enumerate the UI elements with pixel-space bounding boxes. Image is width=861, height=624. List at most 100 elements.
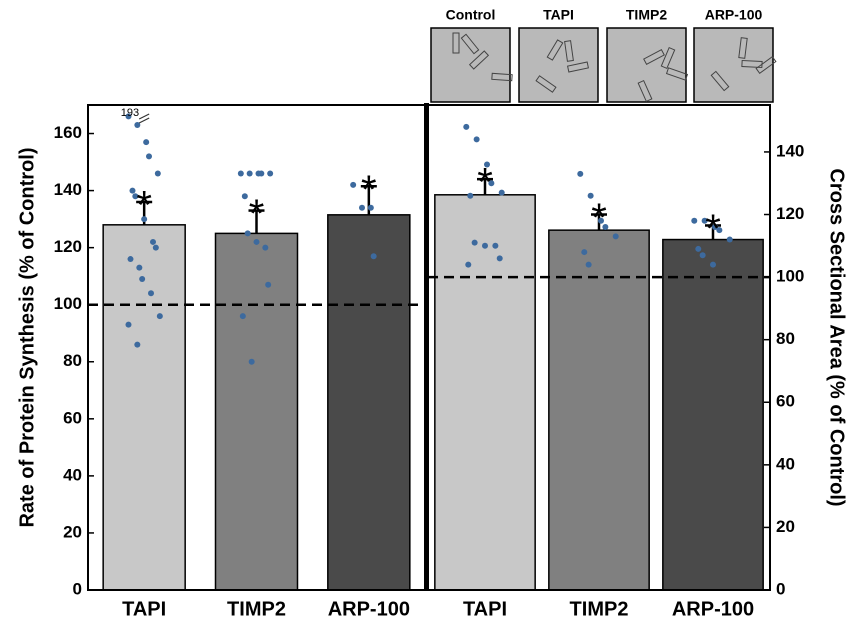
data-point <box>492 242 499 249</box>
x-tick-label: ARP-100 <box>328 598 410 620</box>
micrograph <box>518 27 599 103</box>
bar <box>327 214 411 591</box>
x-tick-label: ARP-100 <box>672 598 754 620</box>
data-point <box>125 113 132 120</box>
data-point <box>598 217 604 224</box>
data-point <box>262 244 269 251</box>
data-point <box>691 217 698 224</box>
data-point <box>726 236 733 243</box>
data-point <box>463 123 470 130</box>
significance-marker: * <box>361 168 377 212</box>
cell <box>710 70 730 92</box>
y-tick-label: 80 <box>63 351 82 370</box>
cell <box>452 32 460 54</box>
data-point <box>267 170 274 177</box>
micrograph <box>606 27 687 103</box>
data-point <box>465 261 472 268</box>
cell <box>738 37 748 59</box>
data-point <box>699 252 706 259</box>
cell <box>535 75 557 93</box>
cell <box>564 40 574 62</box>
data-point <box>134 341 141 348</box>
y-tick-label: 20 <box>63 522 82 541</box>
data-point <box>695 245 702 252</box>
y-tick-label: 60 <box>63 408 82 427</box>
significance-marker: * <box>249 192 265 236</box>
break-label: 193 <box>121 107 139 119</box>
cell <box>755 55 777 75</box>
cell <box>660 46 676 70</box>
data-point <box>471 239 478 246</box>
bar <box>548 229 650 591</box>
bar <box>434 194 536 591</box>
data-point <box>467 192 474 199</box>
cell <box>643 48 665 66</box>
cell <box>460 33 480 55</box>
data-point <box>577 170 584 177</box>
data-point <box>241 193 248 200</box>
y-tick-label: 120 <box>776 204 804 223</box>
data-point <box>265 281 272 288</box>
data-point <box>581 249 588 256</box>
data-point <box>370 253 377 260</box>
y-tick-label: 20 <box>776 517 795 536</box>
bar <box>662 238 764 591</box>
y-tick-label: 80 <box>776 329 795 348</box>
data-point <box>152 244 159 251</box>
significance-marker: * <box>136 184 152 228</box>
bar <box>214 232 299 591</box>
y-tick-label: 0 <box>73 579 82 598</box>
y-tick-label: 100 <box>54 294 82 313</box>
data-point <box>154 170 161 177</box>
cell <box>637 79 653 103</box>
data-point <box>125 321 132 328</box>
data-point <box>496 255 503 262</box>
data-point <box>701 217 708 224</box>
data-point <box>132 193 139 200</box>
data-point <box>129 187 136 194</box>
data-point <box>150 238 157 245</box>
y-tick-label: 40 <box>63 465 82 484</box>
axis-break <box>138 113 150 120</box>
data-point <box>350 181 357 188</box>
data-point <box>141 216 148 223</box>
data-point <box>258 170 265 177</box>
data-point <box>602 224 609 231</box>
significance-marker: * <box>705 207 721 251</box>
y-tick-label: 0 <box>776 579 785 598</box>
data-point <box>139 276 146 283</box>
data-point <box>143 139 150 146</box>
y-tick-label: 140 <box>776 141 804 160</box>
y-axis-label: Rate of Protein Synthesis (% of Control) <box>16 147 38 527</box>
y-tick-label: 60 <box>776 392 795 411</box>
cell <box>546 39 564 61</box>
data-point <box>127 256 134 263</box>
data-point <box>248 358 255 365</box>
data-point <box>358 204 365 211</box>
data-point <box>146 153 153 160</box>
data-point <box>237 170 244 177</box>
data-point <box>239 313 246 320</box>
y-axis-label: Cross Sectional Area (% of Control) <box>826 168 848 506</box>
data-point <box>710 261 716 268</box>
y-tick-label: 120 <box>54 237 82 256</box>
data-point <box>488 180 495 187</box>
cell <box>665 67 689 81</box>
significance-marker: * <box>477 161 493 205</box>
y-tick-label: 160 <box>54 123 82 142</box>
y-tick-label: 100 <box>776 267 804 286</box>
data-point <box>473 136 480 143</box>
data-point <box>587 192 594 199</box>
micrograph <box>693 27 774 103</box>
data-point <box>244 230 251 237</box>
data-point <box>482 242 488 249</box>
image-label: ARP-100 <box>705 7 763 23</box>
axis-break <box>138 117 150 124</box>
image-label: TAPI <box>543 7 574 23</box>
data-point <box>498 189 505 196</box>
cell <box>491 72 513 82</box>
x-tick-label: TAPI <box>122 598 166 620</box>
data-point <box>134 121 141 128</box>
cell <box>468 50 490 70</box>
data-point <box>367 204 374 211</box>
